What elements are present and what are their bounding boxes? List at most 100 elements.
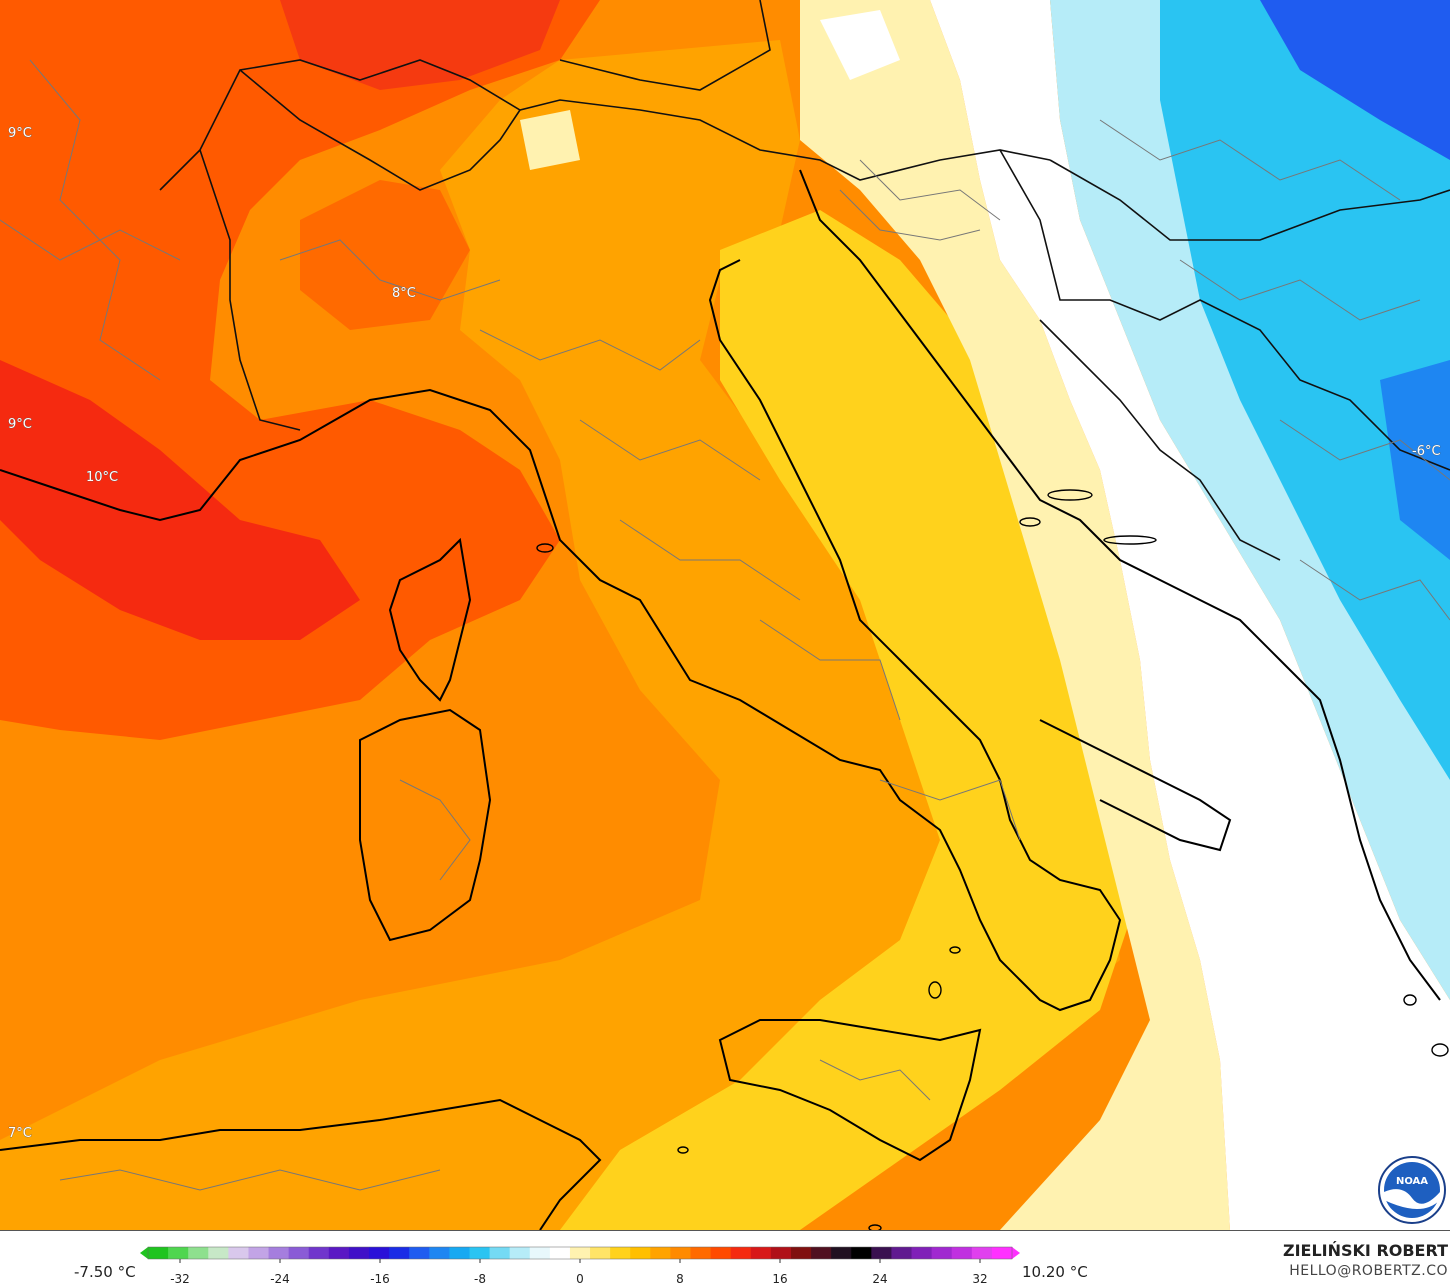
cool-zone-balkan-coast [800,0,1230,1230]
color-scale-left-arrow [140,1247,148,1259]
color-swatch [871,1247,893,1259]
color-swatch [348,1247,370,1259]
color-swatch [449,1247,471,1259]
border-bosnia [1039,319,1281,561]
island [868,1224,882,1230]
region-line [479,329,701,371]
color-swatch [509,1247,531,1259]
color-swatch [931,1247,953,1259]
color-swatch [971,1247,993,1259]
color-swatch [991,1247,1013,1259]
island [1431,1043,1449,1057]
color-swatch [911,1247,933,1259]
region-line [859,159,1001,221]
legend-min-value: -7.50 °C [74,1263,136,1281]
tick-label: -32 [170,1272,190,1286]
coastlines [0,169,1441,1230]
color-scale-ticks: -32 -24 -16 -8 0 8 16 24 32 [170,1259,988,1286]
cold-zone-white [930,0,1450,1230]
mild-zone-central [0,40,1120,1230]
tick-label: 8 [676,1272,684,1286]
color-swatch [529,1247,551,1259]
color-swatch [569,1247,591,1259]
color-swatch [248,1247,270,1259]
color-swatch [469,1247,491,1259]
region-line [1099,119,1401,201]
alpine-cold-pocket [820,10,900,80]
color-swatch [208,1247,229,1259]
color-swatch [429,1247,450,1259]
color-swatch [308,1247,330,1259]
region-line [1279,419,1450,481]
region-line [1299,559,1450,621]
region-line [579,419,761,481]
cold-zone-east-blue [1380,360,1450,560]
island [928,981,942,999]
color-swatch [670,1247,692,1259]
region-line [619,519,801,601]
temp-label-provence: 10°C [86,470,118,485]
island [1047,489,1093,501]
noaa-logo-icon: NOAA [1378,1156,1446,1224]
color-swatch [590,1247,611,1259]
color-swatch [228,1247,250,1259]
color-scale-right-arrow [1012,1247,1020,1259]
cold-zone-blue [1160,0,1450,780]
border-alps [159,59,1051,191]
color-swatch [409,1247,430,1259]
warm-zone-alps [300,180,470,330]
tick-label: -24 [270,1272,290,1286]
temp-label-alps: 8°C [392,286,416,301]
tick-label: 24 [872,1272,887,1286]
region-line [819,1059,931,1101]
color-swatch [288,1247,310,1259]
cold-zone-deep-blue [1260,0,1450,160]
legend-footer: -7.50 °C -32 -24 -16 -8 0 8 16 24 32 10.20 °C ZI… [0,1230,1450,1288]
color-swatch [630,1247,651,1259]
country-borders [159,0,1450,561]
color-swatch [790,1247,812,1259]
region-line [279,239,501,301]
color-swatch [549,1247,571,1259]
temperature-map: 9°C 8°C 9°C 10°C 7°C -6°C NOAA [0,0,1450,1230]
tick-label: -16 [370,1272,390,1286]
color-swatch [951,1247,973,1259]
color-swatch [389,1247,410,1259]
color-scale-swatches [140,1246,1020,1260]
tick-label: 32 [972,1272,987,1286]
alpine-cold-pocket-2 [520,110,580,170]
island [1103,535,1157,545]
region-line [759,619,901,721]
author-email: HELLO@ROBERTZ.CO [1289,1263,1448,1279]
sicily [718,1019,982,1162]
color-swatch [328,1247,350,1259]
color-swatch [610,1247,631,1259]
noaa-logo-bird [1384,1189,1440,1209]
region-line [879,779,1021,841]
color-swatch [690,1247,712,1259]
temp-label-w: 9°C [8,417,32,432]
color-swatch [730,1247,752,1259]
region-line [29,59,161,381]
color-swatch [188,1247,209,1259]
island [536,543,554,553]
border-balkans [999,149,1450,471]
warm-zone-provence [0,360,360,640]
color-swatch [811,1247,832,1259]
region-line [839,189,981,241]
border-austria [559,0,771,91]
color-swatch [750,1247,772,1259]
island [949,946,961,954]
color-swatch [489,1247,511,1259]
color-swatch [168,1247,189,1259]
island [1019,517,1041,527]
border-switzerland [239,69,521,191]
color-swatch [770,1247,792,1259]
region-line [1179,259,1421,321]
tick-label: 0 [576,1272,584,1286]
island [1403,994,1417,1006]
color-swatch [831,1247,852,1259]
temp-label-sw: 7°C [8,1126,32,1141]
border-east [1049,159,1450,241]
tick-label: -8 [474,1272,486,1286]
